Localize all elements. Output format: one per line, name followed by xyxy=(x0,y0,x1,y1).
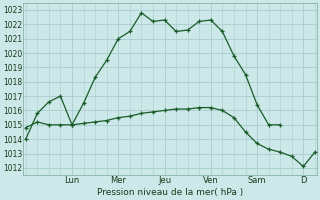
X-axis label: Pression niveau de la mer( hPa ): Pression niveau de la mer( hPa ) xyxy=(97,188,244,197)
